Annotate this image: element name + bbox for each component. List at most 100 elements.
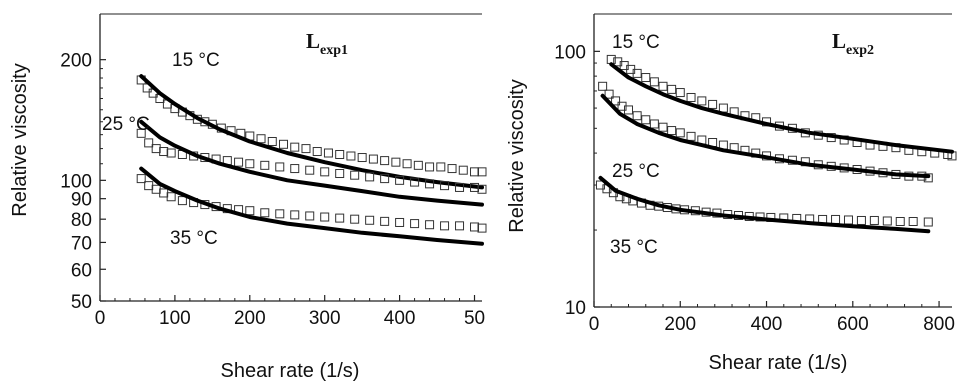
data-point-measured xyxy=(425,179,435,189)
y-tick-label: 90 xyxy=(71,190,92,211)
data-point-measured xyxy=(470,222,480,232)
data-point-measured xyxy=(279,139,289,149)
data-point-measured xyxy=(611,96,621,106)
chart-panel-right: 0 200 400 600 800 10 100 Lexp2 15 °C 25 °C 35 … xyxy=(506,13,957,374)
data-point-measured xyxy=(166,148,176,158)
data-point-measured xyxy=(686,131,696,141)
data-point-measured xyxy=(368,154,378,164)
data-point-measured xyxy=(335,213,345,223)
x-tick-label: 400 xyxy=(384,308,416,329)
x-tick-label: 0 xyxy=(589,314,600,335)
panel-label-sub-right: exp2 xyxy=(846,43,874,58)
panel-label-sub-left: exp1 xyxy=(320,43,348,58)
data-point-measured xyxy=(470,167,480,177)
annotation-right-15c: 15 °C xyxy=(612,32,660,53)
data-point-measured xyxy=(335,169,345,179)
x-tick-label: 200 xyxy=(664,314,696,335)
data-point-measured xyxy=(245,159,255,169)
data-point-measured xyxy=(380,156,390,166)
x-tick-label: 600 xyxy=(837,314,869,335)
y-tick-label: 70 xyxy=(71,233,92,254)
data-point-measured xyxy=(144,138,154,148)
data-point-measured xyxy=(632,111,642,121)
data-point-measured xyxy=(151,184,161,194)
data-point-measured xyxy=(440,181,450,191)
x-tick-label: 100 xyxy=(159,308,191,329)
annotation-left-25c: 25 °C xyxy=(102,114,150,135)
data-point-measured xyxy=(256,134,266,144)
model-line xyxy=(609,62,954,154)
data-point-measured xyxy=(895,216,905,226)
data-point-measured xyxy=(159,188,169,198)
data-point-measured xyxy=(305,211,315,221)
panel-label-left: Lexp1 xyxy=(306,29,348,58)
data-point-measured xyxy=(395,217,405,227)
data-point-measured xyxy=(413,160,423,170)
y-tick-label: 100 xyxy=(554,42,586,63)
data-point-measured xyxy=(455,221,465,231)
data-point-measured xyxy=(275,162,285,172)
x-tick-label: 800 xyxy=(923,314,955,335)
data-point-measured xyxy=(234,157,244,167)
data-point-measured xyxy=(470,182,480,192)
data-point-measured xyxy=(882,216,892,226)
data-point-measured xyxy=(675,128,685,138)
data-point-measured xyxy=(136,128,146,138)
data-point-measured xyxy=(923,217,933,227)
data-point-measured xyxy=(245,206,255,216)
data-point-measured xyxy=(649,77,659,87)
data-point-measured xyxy=(675,88,685,98)
y-tick-label: 50 xyxy=(71,292,92,313)
data-point-measured xyxy=(856,215,866,225)
data-point-measured xyxy=(686,92,696,102)
data-point-measured xyxy=(380,174,390,184)
data-point-measured xyxy=(260,208,270,218)
data-point-measured xyxy=(166,192,176,202)
data-point-measured xyxy=(290,142,300,152)
data-point-measured xyxy=(305,165,315,175)
x-tick-label: 400 xyxy=(751,314,783,335)
y-tick-label: 60 xyxy=(71,260,92,281)
data-point-measured xyxy=(136,174,146,184)
data-point-measured xyxy=(320,212,330,222)
data-point-measured xyxy=(410,219,420,229)
data-point-measured xyxy=(312,147,322,157)
data-point-measured xyxy=(346,151,356,161)
y-axis-label-left: Relative viscosity xyxy=(9,63,31,216)
data-point-measured xyxy=(290,210,300,220)
annotation-left-15c: 15 °C xyxy=(172,50,220,71)
data-point-measured xyxy=(908,216,918,226)
data-point-measured xyxy=(440,221,450,231)
data-point-measured xyxy=(477,223,487,233)
data-point-measured xyxy=(604,89,614,99)
annotation-left-35c: 35 °C xyxy=(170,228,218,249)
data-point-measured xyxy=(667,84,677,94)
data-point-measured xyxy=(275,209,285,219)
data-point-measured xyxy=(658,122,668,132)
data-point-measured xyxy=(290,164,300,174)
data-point-measured xyxy=(144,181,154,191)
data-point-measured xyxy=(598,81,608,91)
model-line xyxy=(139,74,484,190)
data-point-measured xyxy=(708,99,718,109)
x-tick-label: 300 xyxy=(309,308,341,329)
y-axis-label-right: Relative viscosity xyxy=(506,79,528,232)
data-point-measured xyxy=(697,96,707,106)
data-point-measured xyxy=(458,165,468,175)
data-point-measured xyxy=(425,220,435,230)
data-point-measured xyxy=(365,172,375,182)
data-point-measured xyxy=(455,182,465,192)
y-tick-label: 200 xyxy=(60,51,92,72)
data-point-measured xyxy=(831,214,841,224)
data-point-measured xyxy=(320,167,330,177)
x-axis-label-right: Shear rate (1/s) xyxy=(709,352,848,374)
data-point-measured xyxy=(350,170,360,180)
data-point-measured xyxy=(151,144,161,154)
data-point-measured xyxy=(301,144,311,154)
data-point-measured xyxy=(718,103,728,113)
model-line xyxy=(139,119,484,207)
data-point-measured xyxy=(159,147,169,157)
